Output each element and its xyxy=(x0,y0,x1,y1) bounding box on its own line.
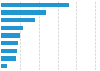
Bar xyxy=(1,3,69,7)
Bar xyxy=(1,18,35,22)
Bar xyxy=(1,10,46,15)
Bar xyxy=(1,49,17,53)
Bar xyxy=(1,33,20,38)
Bar xyxy=(1,56,16,61)
Bar xyxy=(1,26,23,30)
Bar xyxy=(1,64,7,68)
Bar xyxy=(1,41,18,45)
